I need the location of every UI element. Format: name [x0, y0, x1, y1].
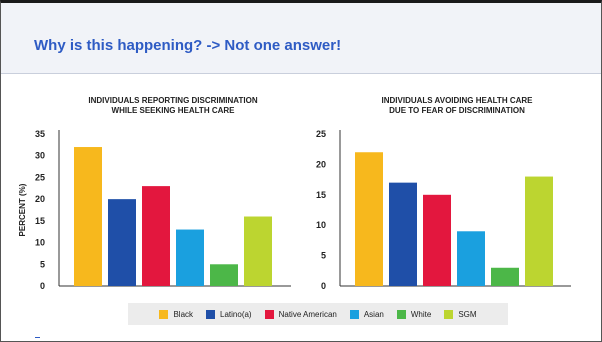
y-axis-label: PERCENT (%): [18, 183, 27, 236]
y-tick-label: 20: [35, 194, 45, 204]
y-tick-label: 5: [40, 259, 45, 269]
slide-header: Why is this happening? -> Not one answer…: [1, 3, 601, 74]
legend-swatch-native-american: [264, 309, 274, 319]
legend-label-black: Black: [173, 309, 194, 319]
legend-item-latino: Latino(a): [206, 309, 252, 319]
chart-title-line: DUE TO FEAR OF DISCRIMINATION: [389, 106, 525, 115]
legend-swatch-black: [159, 309, 169, 319]
y-tick-label: 30: [35, 151, 45, 161]
legend-item-black: Black: [159, 309, 194, 319]
y-tick-label: 25: [316, 129, 326, 139]
y-tick-label: 10: [316, 220, 326, 230]
y-tick-label: 25: [35, 172, 45, 182]
bar-latino-a: [389, 182, 417, 286]
bar-black: [355, 152, 383, 286]
legend-swatch-white: [396, 309, 406, 319]
legend-label-latino: Latino(a): [220, 309, 252, 319]
y-tick-label: 15: [35, 216, 45, 226]
legend-item-native-american: Native American: [264, 309, 337, 319]
y-tick-label: 5: [321, 251, 326, 261]
bar-native-american: [423, 194, 451, 286]
y-tick-label: 20: [316, 159, 326, 169]
bar-black: [74, 147, 102, 286]
chart-title-line: INDIVIDUALS REPORTING DISCRIMINATION: [88, 96, 257, 105]
y-tick-label: 0: [321, 281, 326, 291]
legend-swatch-latino: [206, 309, 216, 319]
slide-title: Why is this happening? -> Not one answer…: [34, 37, 342, 54]
legend-label-sgm: SGM: [458, 309, 477, 319]
bar-white: [491, 267, 519, 286]
bar-asian: [176, 229, 204, 286]
bar-white: [210, 264, 238, 286]
y-tick-label: 0: [40, 281, 45, 291]
bar-asian: [457, 231, 485, 286]
y-tick-label: 15: [316, 190, 326, 200]
bar-sgm: [525, 176, 553, 286]
y-tick-label: 10: [35, 238, 45, 248]
legend-label-asian: Asian: [363, 309, 384, 319]
bar-native-american: [142, 186, 170, 286]
legend-swatch-asian: [349, 309, 359, 319]
legend-item-sgm: SGM: [444, 309, 477, 319]
bar-latino-a: [108, 199, 136, 286]
chart-legend: Black Latino(a) Native American Asian Wh…: [128, 303, 508, 325]
chart-title-line: INDIVIDUALS AVOIDING HEALTH CARE: [382, 96, 534, 105]
y-tick-label: 35: [35, 129, 45, 139]
legend-item-asian: Asian: [349, 309, 384, 319]
chart-title-line: WHILE SEEKING HEALTH CARE: [112, 106, 236, 115]
bar-sgm: [244, 216, 272, 286]
charts-area: INDIVIDUALS REPORTING DISCRIMINATIONWHIL…: [18, 96, 571, 291]
legend-swatch-sgm: [444, 309, 454, 319]
legend-item-white: White: [396, 309, 432, 319]
legend-label-native-american: Native American: [278, 309, 337, 319]
legend-label-white: White: [410, 309, 432, 319]
footer-mark: [35, 337, 40, 338]
